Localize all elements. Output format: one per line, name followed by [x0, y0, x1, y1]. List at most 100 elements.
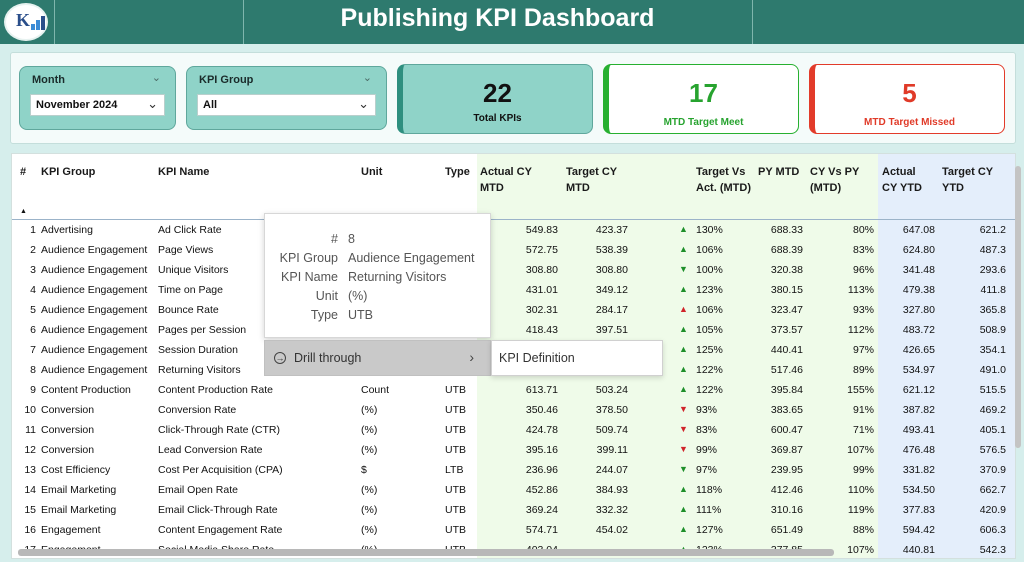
cell-target-vs-act: 118% — [696, 484, 723, 496]
column-header-index[interactable]: # — [20, 166, 27, 178]
tooltip-key: KPI Name — [281, 270, 338, 284]
table-row[interactable]: 14 Email Marketing Email Open Rate (%) UTB 45… — [12, 480, 1015, 500]
total-kpis-card: 22 Total KPIs — [397, 64, 593, 134]
table-row[interactable]: 12 Conversion Lead Conversion Rate (%) UTB 39… — [12, 440, 1015, 460]
cell-unit: (%) — [361, 444, 378, 456]
table-row[interactable]: 2 Audience Engagement Page Views 572.75 538.… — [12, 240, 1015, 260]
up-arrow-icon: ▲ — [679, 284, 688, 294]
kpi-definition-menu-item[interactable]: KPI Definition — [499, 351, 575, 365]
drill-through-menu-item[interactable]: → Drill through › — [264, 340, 491, 376]
table-row[interactable]: 16 Engagement Content Engagement Rate (%) UT… — [12, 520, 1015, 540]
table-row[interactable]: 3 Audience Engagement Unique Visitors 308.8… — [12, 260, 1015, 280]
chevron-down-icon[interactable]: ⌄ — [362, 72, 372, 84]
cell-actual-cy-mtd: 369.24 — [525, 504, 558, 516]
tooltip-field: KPI Name Returning Visitors — [265, 270, 492, 289]
mtd-target-meet-card: 17 MTD Target Meet — [603, 64, 799, 134]
column-header-type[interactable]: Type — [445, 166, 470, 178]
column-header-actual-cy-ytd[interactable]: Actual CY YTD — [882, 166, 922, 194]
table-row[interactable]: 13 Cost Efficiency Cost Per Acquisition (C… — [12, 460, 1015, 480]
cell-cy-vs-py: 89% — [852, 364, 874, 376]
cell-target-cy-ytd: 411.8 — [980, 284, 1007, 296]
cell-type: UTB — [445, 404, 466, 416]
table-row[interactable]: 5 Audience Engagement Bounce Rate 302.31 284… — [12, 300, 1015, 320]
cell-cy-vs-py: 97% — [852, 344, 874, 356]
cell-index: 3 — [30, 264, 36, 276]
cell-target-vs-act: 106% — [696, 244, 723, 256]
cell-target-cy-ytd: 515.5 — [979, 384, 1006, 396]
cell-cy-vs-py: 91% — [852, 404, 874, 416]
cell-actual-cy-ytd: 341.48 — [902, 264, 935, 276]
cell-actual-cy-mtd: 308.80 — [525, 264, 558, 276]
table-row[interactable]: 10 Conversion Conversion Rate (%) UTB 350.46 3… — [12, 400, 1015, 420]
row-tooltip: # 8 KPI Group Audience Engagement KPI Na… — [264, 213, 491, 338]
column-header-kpi-group[interactable]: KPI Group — [41, 166, 96, 178]
cell-cy-vs-py: 110% — [847, 484, 874, 496]
cell-index: 9 — [30, 384, 36, 396]
table-row[interactable]: 9 Content Production Content Production Ra… — [12, 380, 1015, 400]
cell-target-cy-ytd: 491.0 — [979, 364, 1006, 376]
column-header-cy-vs-py[interactable]: CY Vs PY (MTD) — [810, 166, 860, 194]
cell-target-cy-ytd: 354.1 — [979, 344, 1006, 356]
table-row[interactable]: 1 Advertising Ad Click Rate 549.83 423.37 ▲ 13… — [12, 220, 1015, 240]
cell-cy-vs-py: 113% — [847, 284, 874, 296]
column-header-actual-cy-mtd[interactable]: Actual CY MTD — [480, 166, 532, 194]
cell-kpi-group: Audience Engagement — [41, 244, 148, 256]
column-header-py-mtd[interactable]: PY MTD — [758, 166, 800, 178]
cell-kpi-group: Audience Engagement — [41, 304, 148, 316]
cell-cy-vs-py: 93% — [852, 304, 874, 316]
cell-actual-cy-mtd: 574.71 — [525, 524, 558, 536]
cell-actual-cy-ytd: 624.80 — [902, 244, 935, 256]
cell-kpi-group: Audience Engagement — [41, 284, 148, 296]
kpi-group-slicer-label: KPI Group — [199, 74, 254, 86]
cell-py-mtd: 239.95 — [770, 464, 803, 476]
column-header-kpi-name[interactable]: KPI Name — [158, 166, 210, 178]
cell-index: 14 — [24, 484, 36, 496]
column-header-target-cy-mtd[interactable]: Target CY MTD — [566, 166, 617, 194]
cell-cy-vs-py: 71% — [852, 424, 874, 436]
column-header-unit[interactable]: Unit — [361, 166, 383, 178]
kpi-group-dropdown[interactable]: All ⌄ — [197, 94, 376, 116]
cell-kpi-group: Conversion — [41, 404, 95, 416]
cell-kpi-name: Conversion Rate — [158, 404, 237, 416]
cell-target-vs-act: 105% — [696, 324, 723, 336]
column-header-target-cy-ytd[interactable]: Target CY YTD — [942, 166, 993, 194]
cell-py-mtd: 320.38 — [770, 264, 803, 276]
cell-index: 2 — [30, 244, 36, 256]
up-arrow-icon: ▲ — [679, 524, 688, 534]
down-arrow-icon: ▼ — [679, 464, 688, 474]
cell-type: UTB — [445, 384, 466, 396]
table-row[interactable]: 15 Email Marketing Email Click-Through Rat… — [12, 500, 1015, 520]
table-row[interactable]: 7 Audience Engagement Session Duration ▲ 125… — [12, 340, 1015, 360]
table-row[interactable]: 8 Audience Engagement Returning Visitors ▲ 1… — [12, 360, 1015, 380]
month-value: November 2024 — [36, 99, 118, 111]
cell-type: UTB — [445, 424, 466, 436]
cell-unit: (%) — [361, 524, 378, 536]
cell-actual-cy-mtd: 613.71 — [525, 384, 558, 396]
chevron-down-icon[interactable]: ⌄ — [151, 72, 161, 84]
cell-target-cy-ytd: 606.3 — [979, 524, 1006, 536]
month-dropdown[interactable]: November 2024 ⌄ — [30, 94, 165, 116]
cell-kpi-name: Content Production Rate — [158, 384, 273, 396]
cell-actual-cy-ytd: 493.41 — [902, 424, 935, 436]
table-row[interactable]: 11 Conversion Click-Through Rate (CTR) (%) U… — [12, 420, 1015, 440]
cell-kpi-name: Click-Through Rate (CTR) — [158, 424, 280, 436]
cell-cy-vs-py: 88% — [852, 524, 874, 536]
horizontal-scrollbar[interactable] — [18, 549, 834, 556]
header-bar: K Publishing KPI Dashboard — [0, 0, 1024, 44]
cell-target-vs-act: 97% — [696, 464, 718, 476]
cell-cy-vs-py: 119% — [847, 504, 874, 516]
cell-target-cy-ytd: 469.2 — [979, 404, 1006, 416]
drill-through-submenu: KPI Definition — [491, 340, 663, 376]
sort-ascending-icon[interactable]: ▲ — [20, 208, 27, 215]
cell-target-cy-mtd: 509.74 — [595, 424, 628, 436]
cell-kpi-name: Session Duration — [158, 344, 238, 356]
table-row[interactable]: 6 Audience Engagement Pages per Session 418… — [12, 320, 1015, 340]
column-header-target-vs-act[interactable]: Target Vs Act. (MTD) — [696, 166, 751, 194]
table-row[interactable]: 4 Audience Engagement Time on Page 431.01 34… — [12, 280, 1015, 300]
vertical-scrollbar[interactable] — [1015, 166, 1021, 448]
cell-index: 13 — [24, 464, 36, 476]
cell-target-vs-act: 125% — [696, 344, 723, 356]
chevron-down-icon: ⌄ — [147, 96, 158, 111]
month-slicer-label: Month — [32, 74, 65, 86]
cell-unit: (%) — [361, 424, 378, 436]
